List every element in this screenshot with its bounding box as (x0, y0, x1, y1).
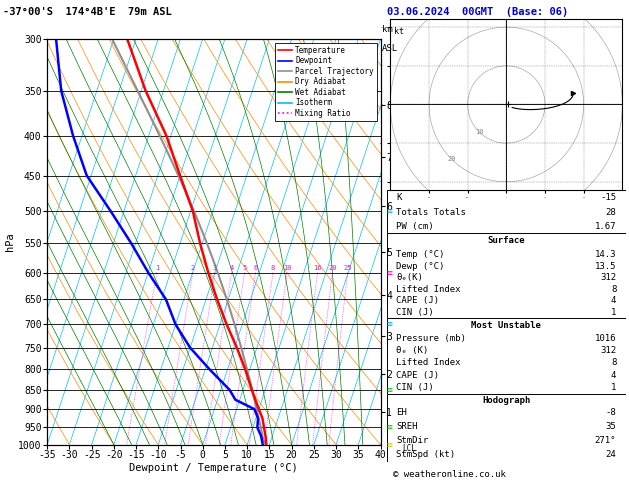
Text: 1.67: 1.67 (595, 222, 616, 231)
Text: 3: 3 (213, 265, 217, 271)
Text: -15: -15 (600, 193, 616, 203)
Text: ASL: ASL (382, 44, 398, 53)
Text: 271°: 271° (595, 436, 616, 445)
Text: 8: 8 (611, 285, 616, 294)
Text: 10: 10 (475, 129, 484, 135)
Text: 35: 35 (606, 422, 616, 432)
Text: Hodograph: Hodograph (482, 396, 530, 405)
Text: ≡: ≡ (387, 319, 392, 330)
Text: CAPE (J): CAPE (J) (396, 296, 440, 305)
Text: 13.5: 13.5 (595, 261, 616, 271)
Text: 312: 312 (600, 273, 616, 282)
Text: 1: 1 (611, 308, 616, 317)
Text: StmSpd (kt): StmSpd (kt) (396, 450, 455, 459)
Text: 14.3: 14.3 (595, 250, 616, 259)
Legend: Temperature, Dewpoint, Parcel Trajectory, Dry Adiabat, Wet Adiabat, Isotherm, Mi: Temperature, Dewpoint, Parcel Trajectory… (275, 43, 377, 121)
Text: Totals Totals: Totals Totals (396, 208, 466, 217)
Text: 1: 1 (611, 383, 616, 392)
Text: -37°00'S  174°4B'E  79m ASL: -37°00'S 174°4B'E 79m ASL (3, 7, 172, 17)
Text: 8: 8 (611, 358, 616, 367)
Y-axis label: hPa: hPa (5, 232, 15, 251)
Text: 20: 20 (448, 156, 457, 162)
Text: 6: 6 (253, 265, 257, 271)
Text: -8: -8 (606, 408, 616, 417)
Text: 8: 8 (271, 265, 275, 271)
Text: © weatheronline.co.uk: © weatheronline.co.uk (393, 469, 506, 479)
Text: ≡: ≡ (387, 385, 392, 395)
Text: 10: 10 (283, 265, 291, 271)
Text: SREH: SREH (396, 422, 418, 432)
Text: 1: 1 (155, 265, 159, 271)
Text: CAPE (J): CAPE (J) (396, 371, 440, 380)
Text: Most Unstable: Most Unstable (471, 321, 542, 330)
Text: 03.06.2024  00GMT  (Base: 06): 03.06.2024 00GMT (Base: 06) (387, 7, 568, 17)
X-axis label: Dewpoint / Temperature (°C): Dewpoint / Temperature (°C) (130, 463, 298, 473)
Text: CIN (J): CIN (J) (396, 308, 434, 317)
Text: StmDir: StmDir (396, 436, 428, 445)
Text: 20: 20 (328, 265, 337, 271)
Text: 16: 16 (313, 265, 322, 271)
Text: ≡: ≡ (387, 206, 392, 216)
Text: ≡: ≡ (387, 422, 392, 433)
Text: Lifted Index: Lifted Index (396, 285, 461, 294)
Text: 24: 24 (606, 450, 616, 459)
Text: 4: 4 (611, 296, 616, 305)
Text: kt: kt (394, 27, 404, 36)
Text: Lifted Index: Lifted Index (396, 358, 461, 367)
Text: K: K (396, 193, 402, 203)
Text: 312: 312 (600, 346, 616, 355)
Text: θₑ (K): θₑ (K) (396, 346, 428, 355)
Text: LCL: LCL (403, 444, 416, 453)
Text: Temp (°C): Temp (°C) (396, 250, 445, 259)
Text: 4: 4 (230, 265, 233, 271)
Text: ≡: ≡ (387, 440, 392, 450)
Text: ≡: ≡ (387, 267, 392, 278)
Text: θₑ(K): θₑ(K) (396, 273, 423, 282)
Text: Surface: Surface (487, 236, 525, 245)
Text: Dewp (°C): Dewp (°C) (396, 261, 445, 271)
Text: 4: 4 (611, 371, 616, 380)
Text: EH: EH (396, 408, 407, 417)
Text: CIN (J): CIN (J) (396, 383, 434, 392)
Text: 25: 25 (343, 265, 352, 271)
Text: 2: 2 (191, 265, 195, 271)
Text: Pressure (mb): Pressure (mb) (396, 333, 466, 343)
Text: 1016: 1016 (595, 333, 616, 343)
Text: 28: 28 (606, 208, 616, 217)
Text: km: km (382, 25, 392, 34)
Text: 5: 5 (242, 265, 247, 271)
Text: PW (cm): PW (cm) (396, 222, 434, 231)
